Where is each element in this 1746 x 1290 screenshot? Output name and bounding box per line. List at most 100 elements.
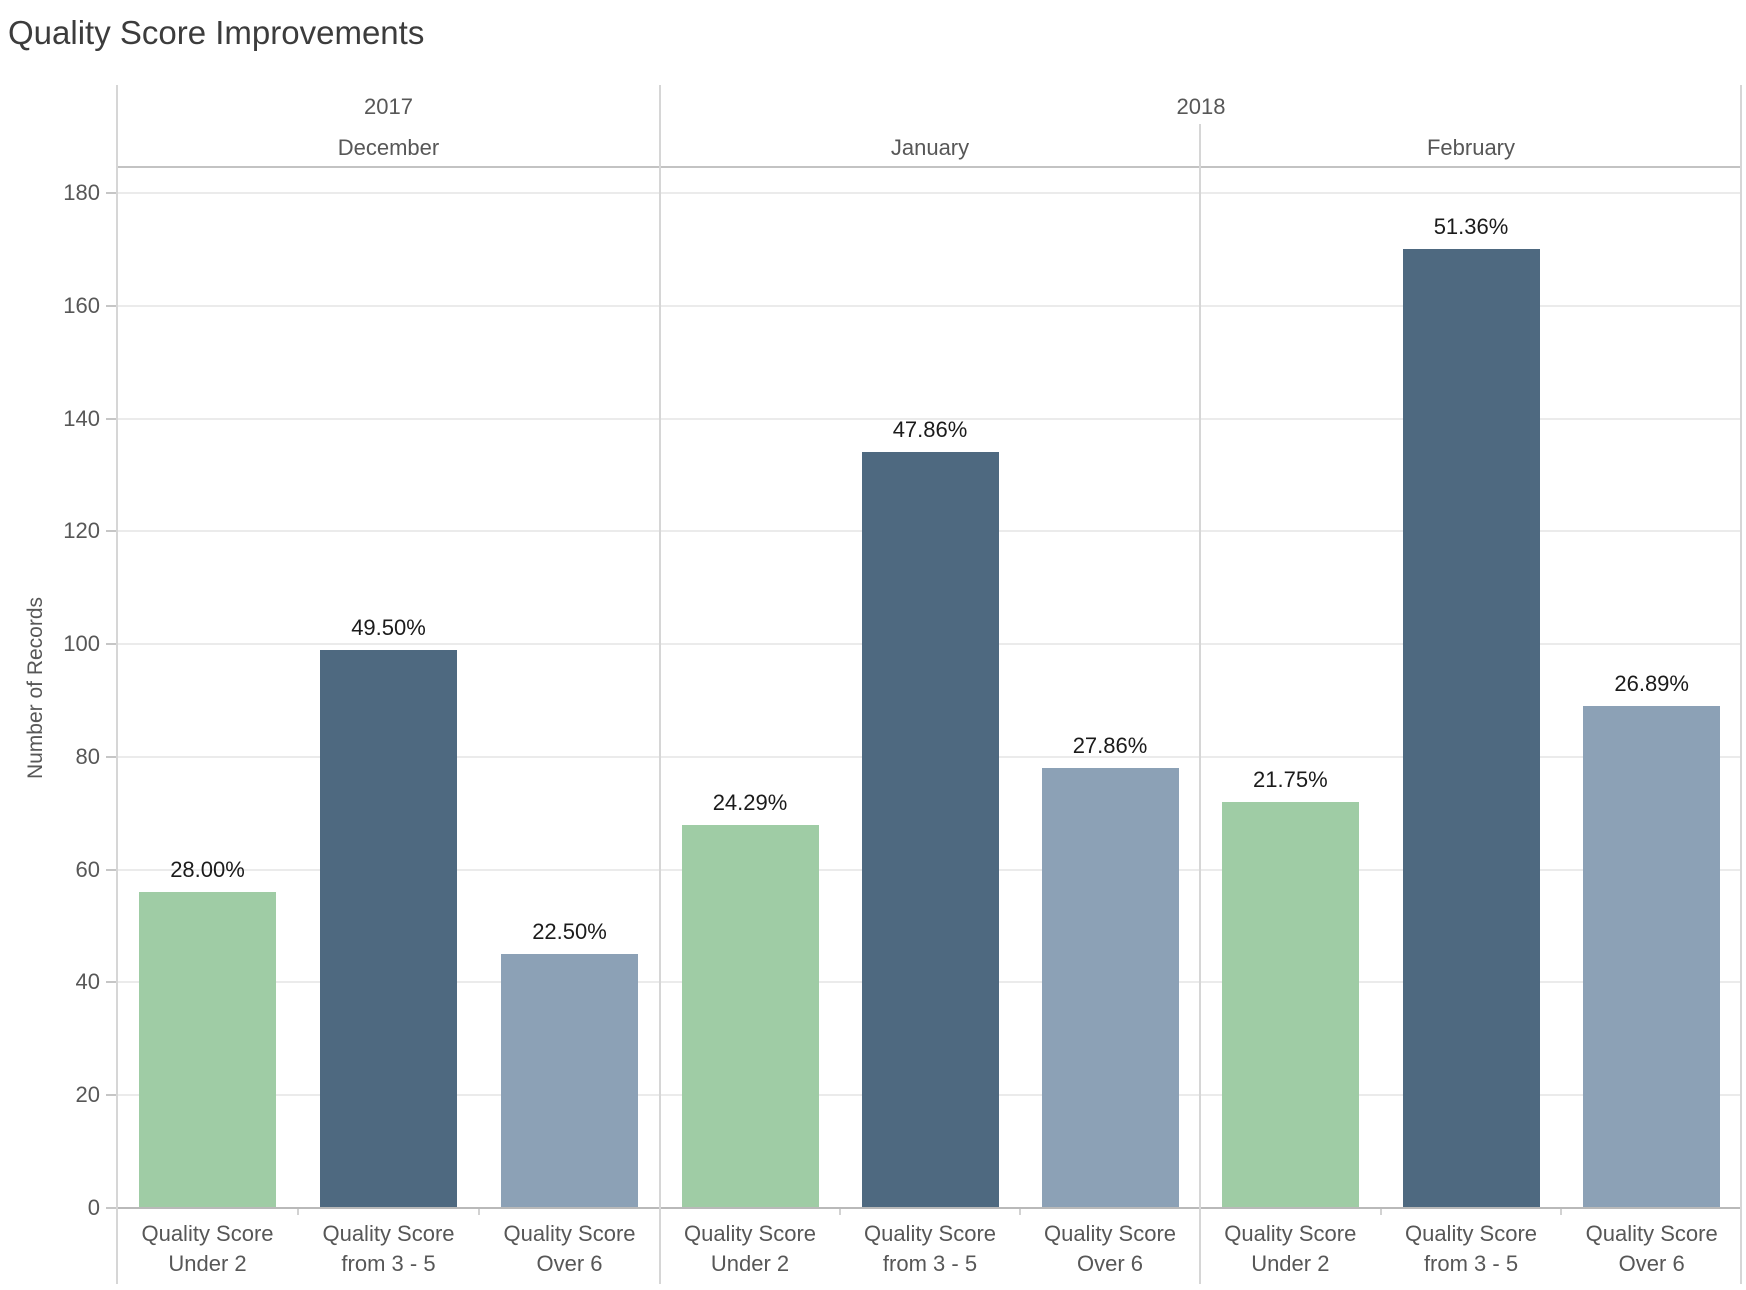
y-tick-mark [106,643,116,646]
bar-value-label-december-over6: 22.50% [532,919,607,945]
y-tick-mark [106,981,116,984]
bar-cell: 51.36% [1381,167,1562,1208]
gridline [117,417,1742,420]
month-header-december: December [337,134,440,160]
panel-divider-december-january [659,85,661,1284]
panel-divider-january-february [1199,124,1201,1284]
pane-border-top [117,166,1742,168]
bar-cell: 47.86% [840,167,1020,1208]
y-tick-mark [106,1094,116,1097]
bar-value-label-december-under2: 28.00% [170,857,245,883]
y-tick-mark [106,417,116,420]
bar-value-label-january-from3to5: 47.86% [892,417,968,443]
category-label-from3to5: Quality Score from 3 - 5 [298,1208,479,1290]
category-label-line2: Under 2 [168,1251,247,1276]
category-label-line1: Quality Score [141,1221,274,1246]
bar-january-under2[interactable] [681,824,819,1208]
panel-december: 28.00% 49.50% 22.50% [117,167,660,1208]
category-label-line2: Over 6 [1076,1251,1144,1276]
y-tick-label: 140 [63,405,100,431]
pane-border-left [116,85,118,1284]
y-tick-mark [106,868,116,871]
category-label-line2: from 3 - 5 [1423,1251,1519,1276]
category-label-line1: Quality Score [1585,1221,1718,1246]
y-tick-label: 0 [87,1195,100,1220]
bar-cell: 49.50% [298,167,479,1208]
category-label-line2: Over 6 [1618,1251,1685,1276]
chart-title: Quality Score Improvements [8,14,425,51]
gridline [117,191,1742,194]
panel-february: 21.75% 51.36% 26.89% [1200,167,1742,1208]
year-header-2017: 2017 [364,93,413,119]
category-tick-mark [839,1208,841,1215]
category-label-over6: Quality Score Over 6 [1561,1208,1742,1290]
y-tick-mark [106,755,116,758]
y-tick-mark [106,304,116,307]
bar-value-label-january-over6: 27.86% [1072,733,1148,759]
category-labels-february: Quality Score Under 2 Quality Score from… [1200,1208,1742,1290]
month-header-january: January [890,134,970,160]
category-label-under2: Quality Score Under 2 [660,1208,840,1290]
bar-january-from3to5[interactable] [861,452,999,1208]
bar-cell: 27.86% [1020,167,1200,1208]
category-label-line1: Quality Score [683,1221,817,1246]
category-tick-mark [297,1208,299,1215]
bar-value-label-january-under2: 24.29% [712,789,788,815]
y-tick-label: 180 [63,179,100,205]
month-header-february: February [1426,134,1516,160]
category-label-under2: Quality Score Under 2 [1200,1208,1381,1290]
bar-cell: 24.29% [660,167,840,1208]
category-tick-mark [1019,1208,1021,1215]
pane-border-bottom [117,1207,1742,1209]
pane-border-right [1740,85,1742,1284]
bar-cell: 21.75% [1200,167,1381,1208]
bar-value-label-december-from3to5: 49.50% [351,614,426,640]
category-label-line2: Under 2 [710,1251,790,1276]
category-tick-mark [1379,1208,1382,1215]
bar-february-over6[interactable] [1583,706,1721,1208]
bar-february-from3to5[interactable] [1402,249,1540,1208]
bar-december-over6[interactable] [501,954,638,1208]
category-label-from3to5: Quality Score from 3 - 5 [840,1208,1020,1290]
y-tick-mark [106,530,116,533]
category-label-line1: Quality Score [322,1221,455,1246]
year-header-2018: 2018 [1176,93,1226,119]
category-label-line2: from 3 - 5 [882,1251,978,1276]
y-tick-mark [106,191,116,194]
category-label-from3to5: Quality Score from 3 - 5 [1381,1208,1562,1290]
category-label-line1: Quality Score [503,1221,636,1246]
y-tick-label: 80 [75,743,100,769]
category-label-line1: Quality Score [1404,1221,1538,1246]
y-tick-label: 160 [63,292,100,318]
bar-value-label-february-from3to5: 51.36% [1433,214,1509,240]
y-tick-mark [106,1207,116,1209]
gridline [117,304,1742,307]
bar-value-label-february-over6: 26.89% [1614,671,1689,697]
bar-december-from3to5[interactable] [320,649,457,1208]
category-labels-january: Quality Score Under 2 Quality Score from… [660,1208,1200,1290]
category-label-over6: Quality Score Over 6 [479,1208,660,1290]
category-label-line1: Quality Score [863,1221,997,1246]
y-tick-label: 100 [63,631,100,657]
category-labels-december: Quality Score Under 2 Quality Score from… [117,1208,660,1290]
category-label-under2: Quality Score Under 2 [117,1208,298,1290]
bar-january-over6[interactable] [1041,768,1179,1208]
category-label-line1: Quality Score [1043,1221,1177,1246]
category-tick-mark [1560,1208,1563,1215]
category-label-line2: from 3 - 5 [341,1251,436,1276]
panel-january: 24.29% 47.86% 27.86% [660,167,1200,1208]
y-tick-label: 60 [75,856,100,882]
y-tick-label: 20 [75,1082,100,1108]
bar-value-label-february-under2: 21.75% [1253,767,1328,792]
category-tick-mark [478,1208,480,1215]
bar-cell: 28.00% [117,167,298,1208]
bar-cell: 26.89% [1561,167,1742,1208]
bar-february-under2[interactable] [1221,802,1359,1208]
category-label-over6: Quality Score Over 6 [1020,1208,1200,1290]
category-label-line2: Under 2 [1251,1251,1330,1276]
y-tick-label: 40 [75,969,100,995]
category-label-line2: Over 6 [536,1251,603,1276]
bar-cell: 22.50% [479,167,660,1208]
bar-december-under2[interactable] [139,892,276,1208]
